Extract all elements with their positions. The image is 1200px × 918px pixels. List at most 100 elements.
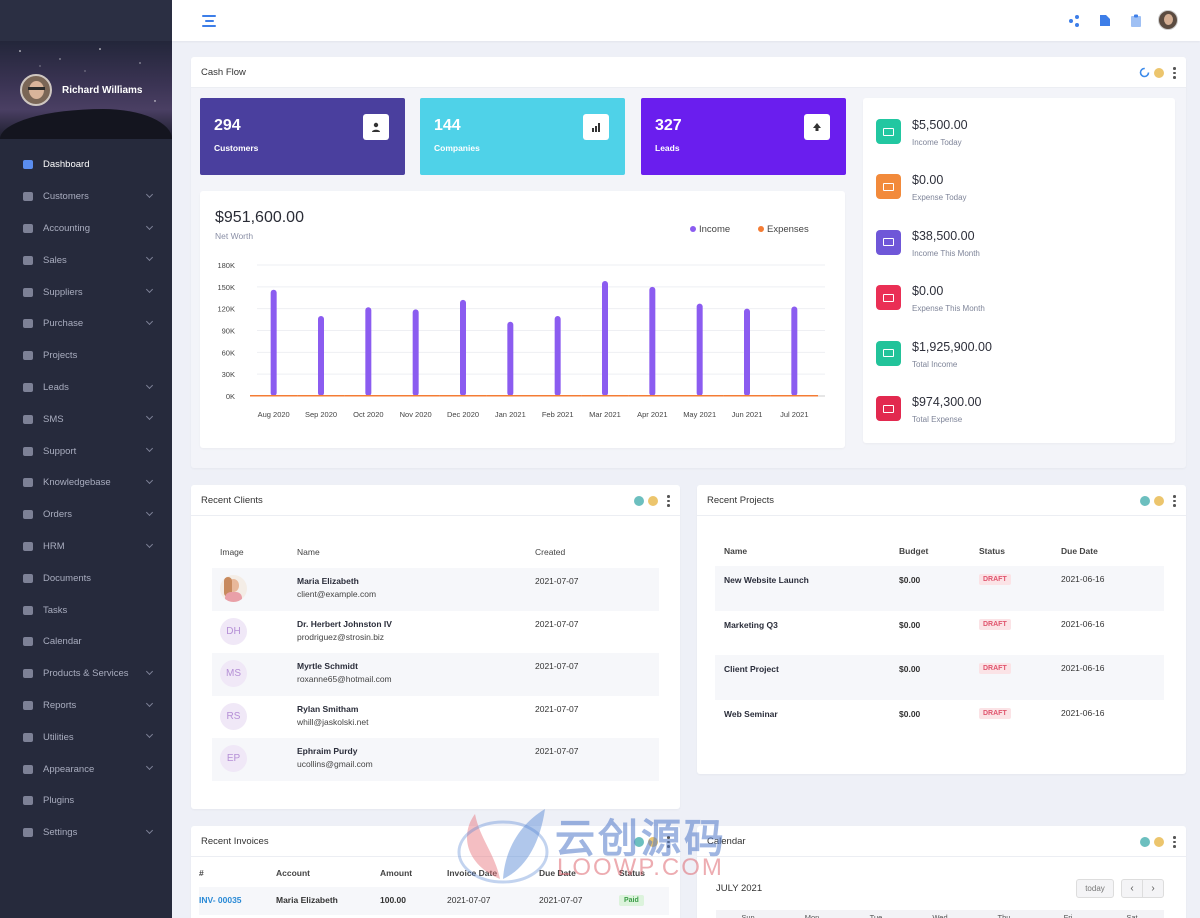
collapse-dot[interactable] <box>648 495 658 506</box>
sidebar-item-label: Customers <box>43 191 89 203</box>
table-row[interactable]: INV- 00035 Maria Elizabeth 100.00 2021-0… <box>199 887 669 915</box>
orders-icon <box>22 509 34 521</box>
expand-dot[interactable] <box>634 836 644 847</box>
table-row[interactable]: Maria Elizabeth client@example.com 2021-0… <box>212 568 659 611</box>
leads-icon <box>22 381 34 393</box>
table-row[interactable]: EP Ephraim Purdy ucollins@gmail.com 2021-… <box>212 738 659 781</box>
stat-leads[interactable]: 327 Leads <box>641 98 846 175</box>
sidebar-item-leads[interactable]: Leads <box>0 372 172 404</box>
table-row[interactable]: Client Project $0.00 DRAFT 2021-06-16 <box>715 655 1164 700</box>
client-name[interactable]: Rylan Smitham <box>297 703 359 714</box>
project-name[interactable]: Web Seminar <box>724 708 778 719</box>
table-row[interactable]: MS Myrtle Schmidt roxanne65@hotmail.com 2… <box>212 653 659 696</box>
column-header[interactable]: Created <box>535 547 566 557</box>
menu-toggle-icon[interactable] <box>202 15 216 27</box>
collapse-dot[interactable] <box>1154 67 1164 78</box>
expand-dot[interactable] <box>634 495 644 506</box>
collapse-dot[interactable] <box>1154 495 1164 506</box>
refresh-icon[interactable] <box>1139 67 1150 78</box>
sidebar-item-tasks[interactable]: Tasks <box>0 594 172 626</box>
sidebar-item-appearance[interactable]: Appearance <box>0 753 172 785</box>
prev-month-button[interactable]: ‹ <box>1121 879 1143 898</box>
sidebar-item-hrm[interactable]: HRM <box>0 531 172 563</box>
more-icon[interactable] <box>1173 495 1176 507</box>
sidebar-item-accounting[interactable]: Accounting <box>0 213 172 245</box>
card-title: Cash Flow <box>201 66 246 78</box>
sidebar-item-products-services[interactable]: Products & Services <box>0 658 172 690</box>
column-header[interactable]: Name <box>297 547 320 557</box>
sidebar-item-purchase[interactable]: Purchase <box>0 308 172 340</box>
sidebar-item-dashboard[interactable]: Dashboard <box>0 149 172 181</box>
sidebar-item-sms[interactable]: SMS <box>0 403 172 435</box>
project-name[interactable]: Marketing Q3 <box>724 619 778 630</box>
collapse-dot[interactable] <box>1154 836 1164 847</box>
arrow-up-icon <box>804 114 830 140</box>
share-icon[interactable] <box>1068 14 1080 27</box>
project-name[interactable]: New Website Launch <box>724 575 809 585</box>
table-row[interactable]: DH Dr. Herbert Johnston IV prodriguez@str… <box>212 610 659 654</box>
column-header[interactable]: Account <box>276 868 310 878</box>
weekday-label: Wed <box>932 913 948 918</box>
income-bar <box>791 306 798 396</box>
column-header[interactable]: Due Date <box>539 868 576 878</box>
client-name[interactable]: Myrtle Schmidt <box>297 661 358 672</box>
chevron-down-icon <box>145 413 154 421</box>
column-header[interactable]: Status <box>979 546 1005 556</box>
sidebar-item-support[interactable]: Support <box>0 435 172 467</box>
sidebar-item-settings[interactable]: Settings <box>0 817 172 849</box>
sidebar-item-reports[interactable]: Reports <box>0 690 172 722</box>
bar-chart: 180K 150K 120K 90K 60K 30K 0K Aug 2020 Sep 2020 O… <box>217 224 825 419</box>
expand-dot[interactable] <box>1140 495 1150 506</box>
sidebar-item-calendar[interactable]: Calendar <box>0 626 172 658</box>
sidebar-item-projects[interactable]: Projects <box>0 340 172 372</box>
profile-name[interactable]: Richard Williams <box>62 85 143 96</box>
table-row[interactable]: Web Seminar $0.00 DRAFT 2021-06-16 <box>715 699 1164 745</box>
client-name[interactable]: Maria Elizabeth <box>297 576 359 586</box>
recent-clients-card: Recent Clients Image Name Created Maria El… <box>191 485 680 809</box>
stat-companies[interactable]: 144 Companies <box>420 98 625 175</box>
client-initials-avatar: RS <box>220 702 247 730</box>
sidebar-item-plugins[interactable]: Plugins <box>0 785 172 817</box>
column-header[interactable]: Amount <box>380 868 413 878</box>
table-row[interactable]: New Website Launch $0.00 DRAFT 2021-06-1… <box>715 566 1164 611</box>
income-label: Income Today <box>912 138 962 147</box>
income-bar <box>649 286 656 396</box>
collapse-dot[interactable] <box>648 836 658 847</box>
table-row[interactable]: RS Rylan Smitham whill@jaskolski.net 2021… <box>212 695 659 739</box>
column-header[interactable]: Due Date <box>1061 546 1098 556</box>
avatar[interactable] <box>20 74 52 106</box>
column-header[interactable]: Image <box>220 547 244 557</box>
sidebar-item-orders[interactable]: Orders <box>0 499 172 531</box>
more-icon[interactable] <box>667 836 670 848</box>
sidebar-item-utilities[interactable]: Utilities <box>0 721 172 753</box>
income-value: $0.00 <box>912 284 944 299</box>
next-month-button[interactable]: › <box>1142 879 1164 898</box>
sidebar-item-customers[interactable]: Customers <box>0 181 172 213</box>
project-name[interactable]: Client Project <box>724 664 779 675</box>
invoice-link[interactable]: INV- 00035 <box>199 895 242 905</box>
more-icon[interactable] <box>667 495 670 507</box>
file-icon[interactable] <box>1099 14 1111 27</box>
client-name[interactable]: Ephraim Purdy <box>297 746 358 757</box>
sidebar-item-knowledgebase[interactable]: Knowledgebase <box>0 467 172 499</box>
column-header[interactable]: Status <box>619 868 645 878</box>
expand-dot[interactable] <box>1140 836 1150 847</box>
sidebar-item-sales[interactable]: Sales <box>0 244 172 276</box>
client-name[interactable]: Dr. Herbert Johnston IV <box>297 618 392 629</box>
weekday-label: Thu <box>997 913 1011 918</box>
user-avatar[interactable] <box>1158 10 1178 30</box>
column-header[interactable]: # <box>199 868 204 878</box>
more-icon[interactable] <box>1173 67 1176 79</box>
column-header[interactable]: Name <box>724 546 748 556</box>
column-header[interactable]: Budget <box>899 546 929 556</box>
sidebar-item-documents[interactable]: Documents <box>0 562 172 594</box>
income-bar <box>696 303 703 396</box>
sidebar-item-suppliers[interactable]: Suppliers <box>0 276 172 308</box>
income-value: $1,925,900.00 <box>912 339 992 354</box>
more-icon[interactable] <box>1173 836 1176 848</box>
clipboard-icon[interactable] <box>1130 14 1142 27</box>
column-header[interactable]: Invoice Date <box>447 868 498 878</box>
table-row[interactable]: Marketing Q3 $0.00 DRAFT 2021-06-16 <box>715 610 1164 656</box>
today-button[interactable]: today <box>1076 879 1114 898</box>
stat-customers[interactable]: 294 Customers <box>200 98 405 175</box>
